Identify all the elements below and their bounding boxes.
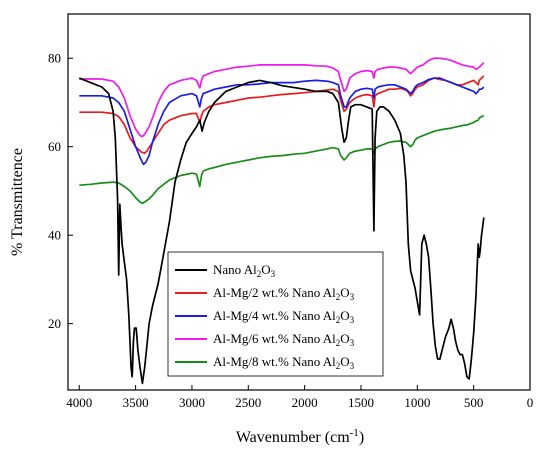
series-line bbox=[78, 77, 485, 385]
series-lines bbox=[78, 57, 485, 385]
series-line bbox=[79, 57, 485, 138]
x-axis-title: Wavenumber (cm-1) bbox=[236, 427, 364, 446]
legend-entry: Al-Mg/6 wt.% Nano Al2O3 bbox=[213, 331, 355, 348]
series-line bbox=[79, 77, 485, 166]
x-axis-title-sup: -1 bbox=[350, 427, 359, 439]
legend-entry: Al-Mg/8 wt.% Nano Al2O3 bbox=[213, 354, 355, 371]
y-axis-title: % Transmittence bbox=[9, 148, 26, 256]
legend-entry: Al-Mg/2 wt.% Nano Al2O3 bbox=[213, 285, 355, 302]
legend-box bbox=[167, 251, 384, 377]
legend: Nano Al2O3 Al-Mg/2 wt.% Nano Al2O3 Al-Mg/4… bbox=[167, 251, 384, 377]
x-tick-label: 1500 bbox=[348, 395, 374, 410]
x-axis-ticks: 4000 3500 3000 2500 2000 1500 1000 500 0 bbox=[66, 385, 533, 410]
x-tick-label: 500 bbox=[464, 395, 484, 410]
x-tick-label: 0 bbox=[527, 395, 534, 410]
x-tick-label: 2000 bbox=[292, 395, 318, 410]
y-tick-label: 80 bbox=[48, 51, 61, 66]
y-tick-label: 20 bbox=[48, 316, 61, 331]
legend-entry: Nano Al2O3 bbox=[213, 262, 276, 279]
y-tick-label: 40 bbox=[48, 228, 61, 243]
x-tick-label: 2500 bbox=[235, 395, 261, 410]
y-axis-ticks: 20 40 60 80 bbox=[48, 51, 73, 331]
y-tick-label: 60 bbox=[48, 139, 61, 154]
legend-entry: Al-Mg/4 wt.% Nano Al2O3 bbox=[213, 308, 355, 325]
series-line bbox=[79, 114, 485, 205]
x-tick-label: 3000 bbox=[179, 395, 205, 410]
x-axis-title-main: Wavenumber (cm bbox=[236, 429, 350, 446]
x-axis-title-close: ) bbox=[359, 429, 364, 446]
x-tick-label: 3500 bbox=[123, 395, 149, 410]
x-tick-label: 1000 bbox=[404, 395, 430, 410]
x-tick-label: 4000 bbox=[66, 395, 92, 410]
